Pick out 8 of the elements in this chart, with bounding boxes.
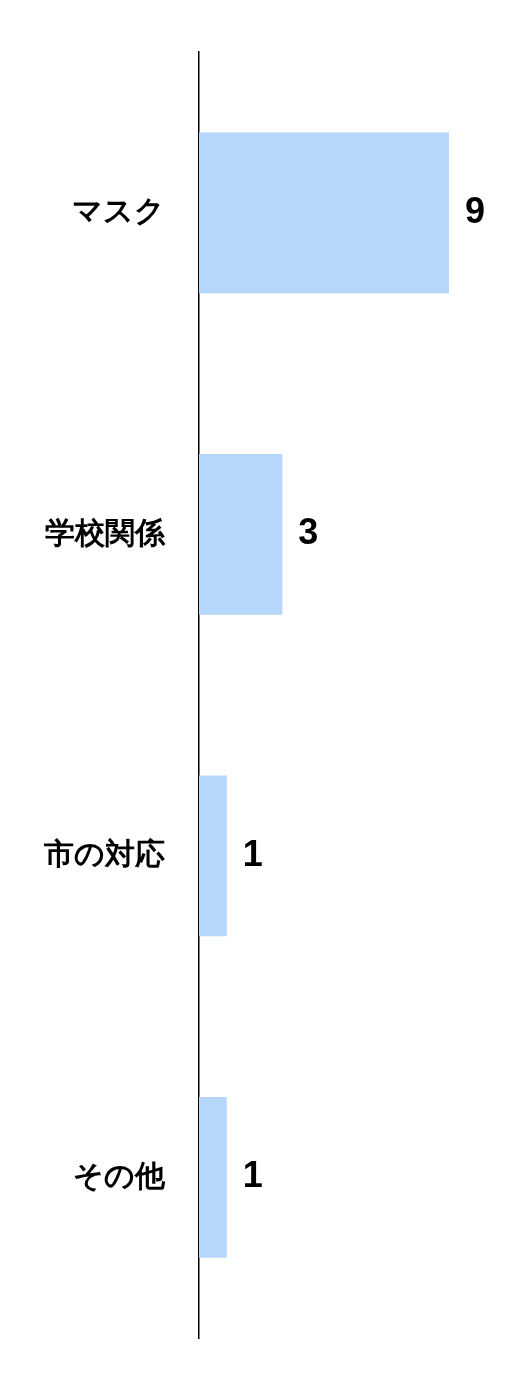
y-tick-label: その他: [73, 1158, 166, 1192]
data-label: 3: [298, 511, 319, 553]
y-tick-label: マスク: [72, 194, 165, 228]
y-tick-label: 学校関係: [45, 515, 166, 549]
y-tick-label: 市の対応: [43, 837, 165, 871]
data-label: 1: [242, 1154, 263, 1196]
data-label: 9: [465, 189, 486, 231]
data-label: 1: [242, 832, 263, 874]
